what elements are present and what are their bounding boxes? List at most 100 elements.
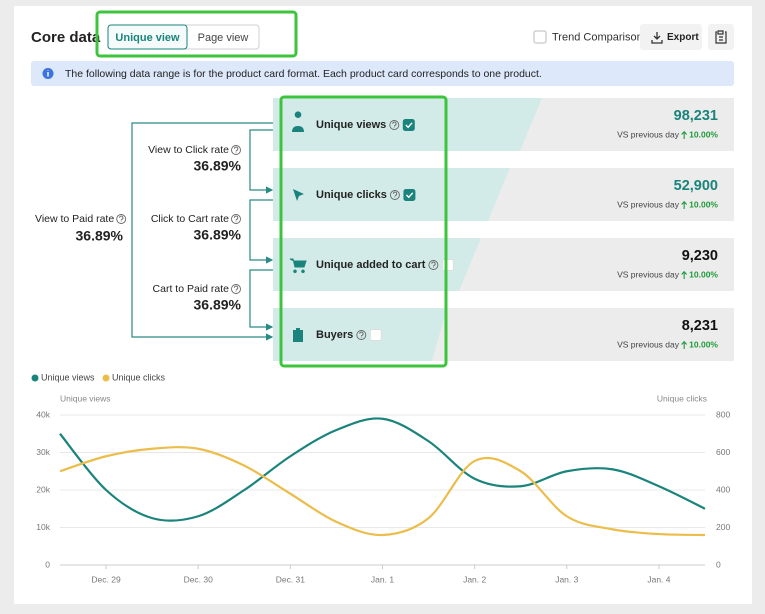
checkbox-label[interactable]: Trend Comparison bbox=[552, 31, 643, 43]
help-icon[interactable] bbox=[231, 145, 241, 155]
legend-marker bbox=[31, 374, 39, 382]
metric-label: Buyers bbox=[316, 329, 353, 341]
export-label[interactable]: Export bbox=[667, 32, 699, 43]
metric-comparison: VS previous day bbox=[617, 269, 680, 279]
rate-value: 36.89% bbox=[194, 297, 242, 313]
metric-label: Unique added to cart bbox=[316, 259, 426, 271]
y-tick-label: 0 bbox=[45, 559, 50, 569]
help-glyph bbox=[392, 121, 397, 128]
tab-label[interactable]: Unique view bbox=[115, 32, 180, 44]
legend-label: Unique views bbox=[41, 372, 95, 382]
series-line bbox=[59, 446, 706, 537]
metric-icon bbox=[293, 328, 303, 342]
rate-label: Cart to Paid rate bbox=[153, 283, 230, 295]
metric-value: 8,231 bbox=[682, 318, 718, 334]
help-glyph bbox=[233, 215, 239, 222]
metric-comparison: VS previous day bbox=[617, 129, 680, 139]
metric-value: 98,231 bbox=[674, 108, 718, 124]
metric-change: 10.00% bbox=[689, 129, 718, 139]
help-icon[interactable] bbox=[428, 260, 439, 270]
help-glyph bbox=[392, 191, 398, 198]
change-arrow bbox=[681, 200, 688, 209]
metric-checkbox[interactable] bbox=[403, 189, 416, 201]
funnel: Unique views 98,231 10.00% VS previous day U… bbox=[273, 98, 734, 361]
help-icon[interactable] bbox=[231, 284, 241, 294]
metric-checkbox[interactable] bbox=[369, 329, 382, 341]
rate-label: View to Click rate bbox=[148, 144, 229, 156]
x-tick-label: Dec. 29 bbox=[91, 574, 121, 584]
metric-value: 9,230 bbox=[682, 248, 718, 264]
help-glyph bbox=[119, 215, 124, 222]
highlight-box bbox=[95, 10, 298, 58]
x-tick-label: Jan. 3 bbox=[555, 574, 578, 584]
y2-tick-label: 200 bbox=[716, 522, 730, 532]
metric-checkbox[interactable] bbox=[441, 259, 454, 271]
metric-label: Unique views bbox=[316, 119, 386, 131]
y-tick-label: 10k bbox=[36, 522, 50, 532]
metric-change: 10.00% bbox=[689, 199, 718, 209]
help-icon[interactable] bbox=[389, 120, 400, 130]
x-tick-label: Jan. 4 bbox=[647, 574, 670, 584]
change-arrow bbox=[681, 340, 688, 349]
y-axis-title: Unique views bbox=[60, 393, 111, 403]
help-glyph bbox=[431, 261, 436, 268]
notice-bar bbox=[31, 61, 734, 86]
help-icon[interactable] bbox=[389, 190, 400, 200]
metric-icon bbox=[292, 111, 304, 132]
export-icon bbox=[651, 32, 663, 44]
rate-label: View to Paid rate bbox=[35, 213, 114, 225]
title: Core data bbox=[31, 29, 101, 46]
rate-label: Click to Cart rate bbox=[151, 213, 229, 225]
x-tick-label: Dec. 31 bbox=[276, 574, 306, 584]
change-arrow bbox=[681, 270, 688, 279]
help-icon[interactable] bbox=[231, 214, 241, 224]
series-line bbox=[59, 417, 706, 522]
x-tick-label: Jan. 1 bbox=[371, 574, 394, 584]
funnel-bar bbox=[273, 308, 447, 361]
metric-comparison: VS previous day bbox=[617, 339, 680, 349]
rate-value: 36.89% bbox=[194, 227, 242, 243]
rate-value: 36.89% bbox=[76, 228, 124, 244]
metric-icon bbox=[293, 189, 304, 201]
x-tick-label: Jan. 2 bbox=[463, 574, 486, 584]
help-icon[interactable] bbox=[116, 214, 127, 224]
highlight-box bbox=[279, 95, 448, 368]
metric-comparison: VS previous day bbox=[617, 199, 680, 209]
help-glyph bbox=[233, 146, 239, 153]
checkbox[interactable] bbox=[533, 30, 547, 44]
check-mark bbox=[405, 122, 413, 129]
y2-axis-title: Unique clicks bbox=[657, 393, 707, 403]
y-tick-label: 20k bbox=[36, 484, 50, 494]
funnel-bar bbox=[273, 168, 510, 221]
metric-label: Unique clicks bbox=[316, 189, 387, 201]
y2-tick-label: 0 bbox=[716, 559, 721, 569]
tab-label[interactable]: Page view bbox=[198, 32, 249, 44]
notice-text: The following data range is for the prod… bbox=[65, 68, 542, 80]
help-glyph bbox=[233, 285, 239, 292]
check-mark bbox=[405, 192, 414, 199]
rate-value: 36.89% bbox=[194, 158, 242, 174]
help-icon[interactable] bbox=[356, 330, 367, 340]
metric-change: 10.00% bbox=[689, 269, 718, 279]
y2-tick-label: 400 bbox=[716, 484, 730, 494]
help-glyph bbox=[359, 331, 364, 338]
connectors bbox=[131, 122, 274, 341]
y-tick-label: 40k bbox=[36, 409, 50, 419]
funnel-bar bbox=[273, 238, 481, 291]
trend-chart: Unique views Unique clicks Unique views Uni… bbox=[31, 372, 730, 584]
legend-label: Unique clicks bbox=[112, 372, 166, 382]
y2-tick-label: 600 bbox=[716, 447, 730, 457]
metric-change: 10.00% bbox=[689, 339, 718, 349]
tab[interactable] bbox=[107, 24, 188, 50]
x-tick-label: Dec. 30 bbox=[184, 574, 214, 584]
metric-checkbox[interactable] bbox=[402, 119, 415, 131]
y2-tick-label: 800 bbox=[716, 409, 730, 419]
metric-icon bbox=[289, 258, 307, 274]
metric-value: 52,900 bbox=[674, 178, 718, 194]
change-arrow bbox=[681, 130, 688, 139]
y-tick-label: 30k bbox=[36, 447, 50, 457]
legend-marker bbox=[102, 374, 110, 382]
copy-icon bbox=[715, 30, 727, 44]
